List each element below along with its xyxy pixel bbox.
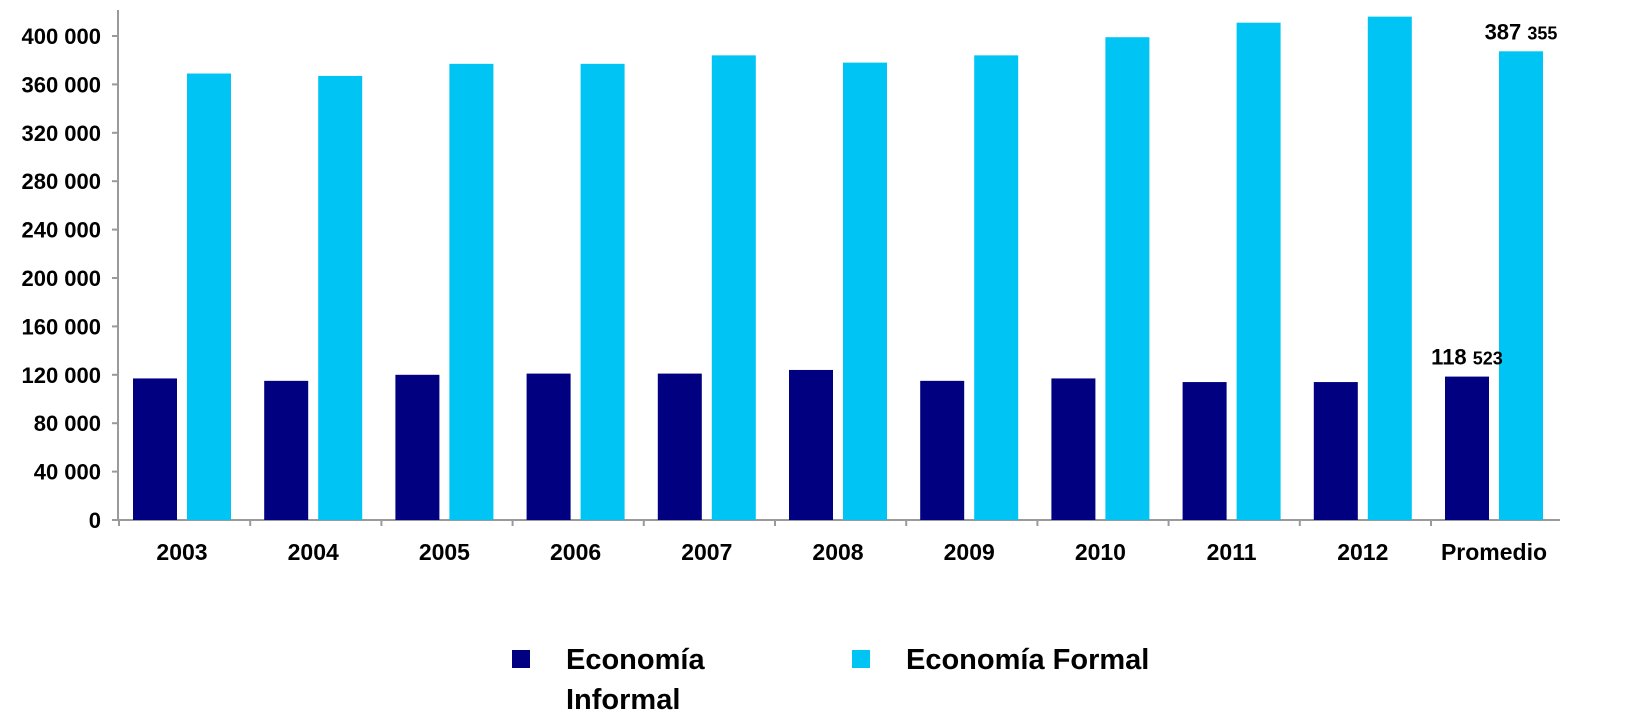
bar-formal [1105,37,1150,521]
y-tick-label: 360 000 [21,72,101,97]
legend-label-formal-line1: Economía Formal [906,644,1150,676]
y-tick-label: 400 000 [21,24,101,49]
bar-informal [133,378,177,520]
bar-informal [920,380,965,520]
x-tick-label: 2007 [681,539,732,565]
data-label: 387 355 [1485,19,1558,44]
y-tick-label: 320 000 [21,121,101,146]
x-tick-label: 2011 [1207,539,1257,565]
bar-informal [789,369,833,520]
legend-label-formal: Economía Formal [906,640,1149,680]
x-tick-label: 2008 [812,539,863,565]
legend-label-informal-line1: Economía [566,644,705,676]
data-label-rest-part: 355 [1527,23,1557,43]
y-tick-label: 200 000 [21,266,101,291]
data-label-bold-part: 387 [1485,19,1528,44]
bar-informal [1313,382,1358,520]
legend-label-informal-line2: Informal [566,684,681,716]
x-tick-label: 2004 [288,539,339,565]
x-tick-label: Promedio [1441,539,1547,565]
x-tick-label: 2010 [1075,539,1126,565]
x-tick-label: 2003 [156,539,207,565]
x-tick-label: 2006 [550,539,601,565]
bar-formal [974,55,1019,521]
legend-swatch-formal [852,650,870,668]
bar-informal [1182,382,1227,520]
bar-formal [1499,51,1543,521]
legend-item-informal: Economía Informal [512,640,705,720]
bar-formal [1236,22,1281,520]
y-tick-label: 240 000 [21,218,101,243]
x-tick-label: 2012 [1337,539,1388,565]
x-tick-label: 2005 [419,539,470,565]
legend-label-informal: Economía Informal [566,640,705,720]
labels: 0 40 000 80 000 120 000 160 000 200 000 240 00… [21,19,1557,565]
data-label-rest-part: 523 [1473,349,1503,369]
bar-formal [843,62,887,521]
y-tick-label: 40 000 [34,460,101,485]
bar-informal [657,373,702,520]
data-label: 118 523 [1431,345,1503,370]
legend: Economía Informal Economía Formal [0,640,1629,720]
bar-informal [264,380,309,520]
bar-formal [711,55,756,521]
y-tick-label: 160 000 [21,314,101,339]
bar-chart: 0 40 000 80 000 120 000 160 000 200 000 240 00… [21,10,1560,565]
y-tick-label: 280 000 [21,169,101,194]
legend-item-formal: Economía Formal [852,640,1149,680]
bar-informal [526,373,571,520]
bar-formal [580,63,625,521]
y-tick-label: 80 000 [34,411,101,436]
x-tick-label: 2009 [944,539,995,565]
bar-informal [1051,378,1096,520]
bar-informal [395,374,440,520]
legend-swatch-informal [512,650,530,668]
y-tick-label: 0 [89,508,101,533]
bar-formal [1367,16,1412,520]
data-label-bold-part: 118 [1431,345,1473,370]
bar-formal [318,75,363,521]
bar-formal [187,73,231,520]
bar-formal [449,63,494,521]
bars [133,16,1543,521]
y-tick-label: 120 000 [21,363,101,388]
bar-informal [1445,376,1489,520]
